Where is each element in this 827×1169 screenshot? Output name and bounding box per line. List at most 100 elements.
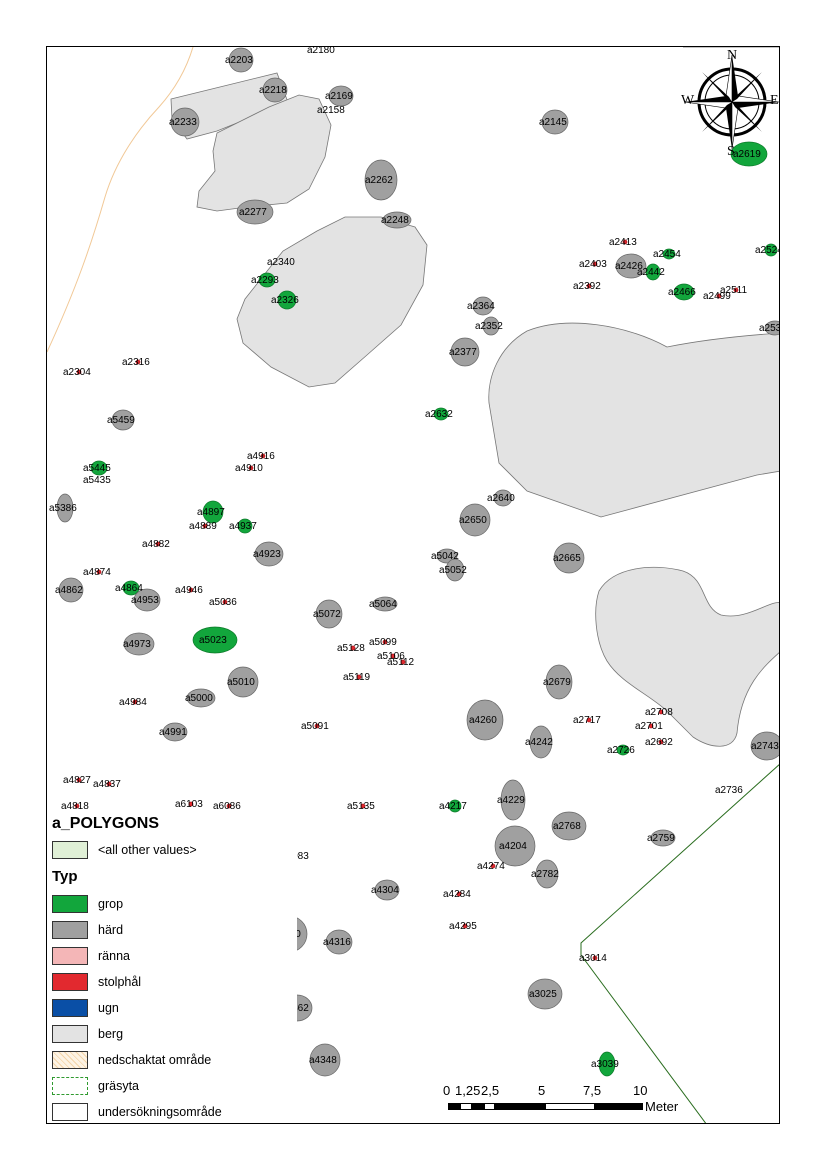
feature-hard[interactable] xyxy=(328,85,354,107)
feature-stolphal[interactable] xyxy=(222,599,228,605)
feature-stolphal[interactable] xyxy=(456,891,462,897)
feature-stolphal[interactable] xyxy=(390,653,396,659)
legend-swatch xyxy=(52,1103,88,1121)
feature-stolphal[interactable] xyxy=(592,955,598,961)
feature-stolphal[interactable] xyxy=(76,369,82,375)
feature-stolphal[interactable] xyxy=(96,569,102,575)
feature-hard[interactable] xyxy=(535,859,559,889)
feature-stolphal[interactable] xyxy=(226,803,232,809)
feature-hard[interactable] xyxy=(494,825,536,867)
feature-label: a2293 xyxy=(251,275,279,286)
feature-grop[interactable] xyxy=(192,626,238,654)
feature-stolphal[interactable] xyxy=(350,645,356,651)
feature-grop[interactable] xyxy=(448,799,462,813)
feature-stolphal[interactable] xyxy=(135,359,141,365)
feature-hard[interactable] xyxy=(545,664,573,700)
feature-hard[interactable] xyxy=(459,503,491,537)
feature-hard[interactable] xyxy=(374,879,400,901)
feature-hard[interactable] xyxy=(58,577,84,603)
feature-stolphal[interactable] xyxy=(592,261,598,267)
feature-grop[interactable] xyxy=(616,744,630,756)
feature-hard[interactable] xyxy=(500,779,526,821)
feature-hard[interactable] xyxy=(262,77,288,103)
feature-stolphal[interactable] xyxy=(132,699,138,705)
legend-swatch xyxy=(52,921,88,939)
legend-label: berg xyxy=(98,1027,124,1041)
feature-stolphal[interactable] xyxy=(658,709,664,715)
map-frame[interactable]: a2180 a2203 a2218 a2169 a2158 a2233 a2145 a2619… xyxy=(46,46,780,1124)
feature-hard[interactable] xyxy=(56,493,74,523)
feature-grop[interactable] xyxy=(90,460,108,476)
feature-hard[interactable] xyxy=(372,596,398,612)
feature-stolphal[interactable] xyxy=(733,287,739,293)
feature-stolphal[interactable] xyxy=(462,923,468,929)
feature-stolphal[interactable] xyxy=(314,723,320,729)
feature-hard[interactable] xyxy=(111,409,135,431)
feature-stolphal[interactable] xyxy=(106,781,112,787)
feature-hard[interactable] xyxy=(529,725,553,759)
feature-hard[interactable] xyxy=(527,978,563,1010)
feature-hard[interactable] xyxy=(472,296,494,316)
feature-hard[interactable] xyxy=(382,211,412,229)
feature-hard[interactable] xyxy=(315,599,343,629)
feature-stolphal[interactable] xyxy=(356,674,362,680)
feature-stolphal[interactable] xyxy=(155,541,161,547)
feature-stolphal[interactable] xyxy=(658,739,664,745)
feature-label: a2277 xyxy=(239,207,267,218)
feature-hard[interactable] xyxy=(553,542,585,574)
feature-stolphal[interactable] xyxy=(716,293,722,299)
feature-hard[interactable] xyxy=(650,829,676,847)
feature-stolphal[interactable] xyxy=(648,723,654,729)
feature-hard[interactable] xyxy=(228,47,254,73)
feature-hard[interactable] xyxy=(466,699,504,741)
feature-stolphal[interactable] xyxy=(260,453,266,459)
feature-hard[interactable] xyxy=(254,541,284,567)
feature-grop[interactable] xyxy=(730,141,768,167)
feature-grop[interactable] xyxy=(645,263,661,281)
feature-grop[interactable] xyxy=(122,580,140,596)
feature-hard[interactable] xyxy=(236,199,274,225)
feature-stolphal[interactable] xyxy=(188,801,194,807)
scale-tick-label: 10 xyxy=(633,1083,648,1098)
feature-hard[interactable] xyxy=(541,109,569,135)
feature-grop[interactable] xyxy=(258,272,276,288)
feature-hard[interactable] xyxy=(750,731,780,761)
feature-hard[interactable] xyxy=(364,159,398,201)
feature-hard[interactable] xyxy=(551,811,587,841)
feature-grop[interactable] xyxy=(202,500,224,524)
feature-stolphal[interactable] xyxy=(360,803,366,809)
feature-stolphal[interactable] xyxy=(248,465,254,471)
feature-hard[interactable] xyxy=(615,253,647,279)
feature-hard[interactable] xyxy=(227,666,259,698)
feature-grop[interactable] xyxy=(764,243,778,257)
feature-stolphal[interactable] xyxy=(400,659,406,665)
feature-hard[interactable] xyxy=(493,489,513,507)
feature-hard[interactable] xyxy=(186,688,216,708)
feature-grop[interactable] xyxy=(673,283,695,301)
feature-stolphal[interactable] xyxy=(74,803,80,809)
feature-stolphal[interactable] xyxy=(76,777,82,783)
feature-hard[interactable] xyxy=(133,588,161,612)
feature-stolphal[interactable] xyxy=(586,283,592,289)
feature-hard[interactable] xyxy=(170,107,200,137)
feature-hard[interactable] xyxy=(123,632,155,656)
map-canvas[interactable]: a2180 a2203 a2218 a2169 a2158 a2233 a2145 a2619… xyxy=(47,47,780,1124)
feature-stolphal[interactable] xyxy=(490,863,496,869)
feature-grop[interactable] xyxy=(662,248,676,260)
feature-stolphal[interactable] xyxy=(622,239,628,245)
feature-hard[interactable] xyxy=(482,316,500,336)
feature-hard[interactable] xyxy=(162,722,188,742)
feature-grop[interactable] xyxy=(237,518,253,534)
feature-hard[interactable] xyxy=(309,1043,341,1077)
feature-stolphal[interactable] xyxy=(202,523,208,529)
feature-hard[interactable] xyxy=(325,929,353,955)
feature-stolphal[interactable] xyxy=(586,717,592,723)
feature-hard[interactable] xyxy=(445,558,465,582)
feature-grop[interactable] xyxy=(277,290,297,310)
feature-grop[interactable] xyxy=(433,407,449,421)
feature-stolphal[interactable] xyxy=(188,587,194,593)
feature-hard[interactable] xyxy=(764,320,780,336)
feature-stolphal[interactable] xyxy=(382,639,388,645)
feature-grop[interactable] xyxy=(598,1051,616,1077)
feature-hard[interactable] xyxy=(450,337,480,367)
